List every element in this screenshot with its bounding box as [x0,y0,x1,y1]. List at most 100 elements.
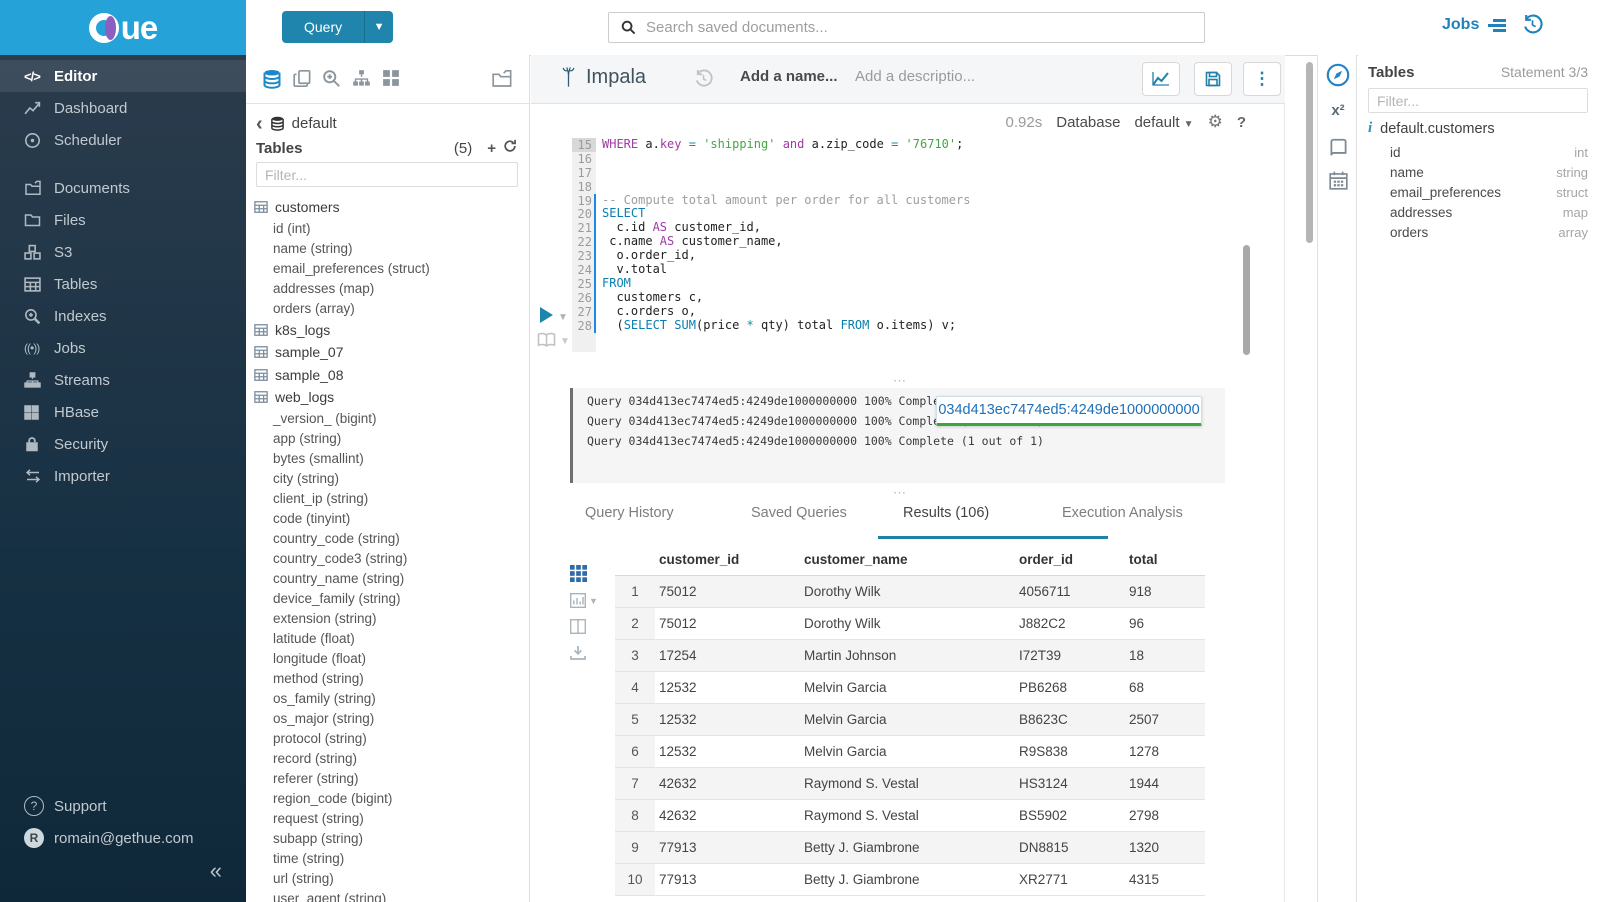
tree-column-item[interactable]: record (string) [246,749,530,769]
book-caret-icon[interactable]: ▼ [560,336,570,347]
tree-column-item[interactable]: city (string) [246,469,530,489]
table-row[interactable]: 977913Betty J. GiambroneDN88151320 [615,832,1205,864]
functions-icon[interactable]: x² [1318,102,1358,119]
sidebar-item-s3[interactable]: S3 [0,236,246,268]
tree-column-item[interactable]: subapp (string) [246,829,530,849]
database-selector[interactable]: default ▼ [1134,114,1193,131]
tree-column-item[interactable]: os_major (string) [246,709,530,729]
grid-view-icon[interactable] [570,565,600,582]
sidebar-item-documents[interactable]: Documents [0,172,246,204]
sitemap-toolbar-icon[interactable] [352,69,371,93]
table-row[interactable]: 175012Dorothy Wilk4056711918 [615,576,1205,608]
schedule-calendar-icon[interactable] [1318,171,1358,190]
editor-scrollbar[interactable] [1243,245,1250,355]
tree-column-item[interactable]: method (string) [246,669,530,689]
sidebar-item-files[interactable]: Files [0,204,246,236]
tree-column-item[interactable]: _version_ (bigint) [246,409,530,429]
table-row[interactable]: 512532Melvin GarciaB8623C2507 [615,704,1205,736]
tree-column-item[interactable]: country_code (string) [246,529,530,549]
sidebar-item-tables[interactable]: Tables [0,268,246,300]
table-row[interactable]: 317254Martin JohnsonI72T3918 [615,640,1205,672]
right-filter-input[interactable] [1368,88,1588,113]
tree-column-item[interactable]: bytes (smallint) [246,449,530,469]
folder-documents-icon[interactable] [492,69,513,94]
tree-column-item[interactable]: app (string) [246,429,530,449]
resize-handle-top[interactable]: ⋯ [893,373,908,389]
tree-table-item[interactable]: k8s_logs [246,319,530,342]
back-chevron-icon[interactable]: ‹ [256,117,263,131]
tree-column-item[interactable]: country_name (string) [246,569,530,589]
query-button-label[interactable]: Query [282,11,364,43]
column-header-total[interactable]: total [1125,543,1205,576]
right-column-item[interactable]: addressesmap [1390,202,1588,222]
columns-view-icon[interactable] [570,619,600,634]
right-column-item[interactable]: namestring [1390,162,1588,182]
new-query-button[interactable]: Query ▼ [282,11,393,43]
support-link[interactable]: ? Support [0,790,246,822]
user-menu[interactable]: R romain@gethue.com [0,822,246,854]
column-header-customer_name[interactable]: customer_name [800,543,1015,576]
tree-column-item[interactable]: referer (string) [246,769,530,789]
more-actions-button[interactable]: ⋮ [1243,62,1281,96]
tree-column-item[interactable]: addresses (map) [246,279,530,299]
table-filter-input[interactable] [256,162,518,187]
open-book-icon[interactable] [537,332,556,353]
tree-column-item[interactable]: latitude (float) [246,629,530,649]
query-history-icon[interactable] [1522,14,1543,40]
table-row[interactable]: 742632Raymond S. VestalHS31241944 [615,768,1205,800]
jobs-label[interactable]: Jobs [1442,16,1479,34]
language-reference-icon[interactable] [1318,138,1358,157]
apps-grid-icon[interactable] [382,69,400,92]
save-button[interactable] [1194,62,1232,96]
jobs-link[interactable]: Jobs [1442,16,1506,34]
documents-tab-icon[interactable] [293,69,312,93]
tree-column-item[interactable]: extension (string) [246,609,530,629]
tree-column-item[interactable]: country_code3 (string) [246,549,530,569]
column-header-customer_id[interactable]: customer_id [655,543,800,576]
tree-column-item[interactable]: time (string) [246,849,530,869]
tree-column-item[interactable]: request (string) [246,809,530,829]
sidebar-collapse-icon[interactable]: « [210,858,222,884]
table-row[interactable]: 612532Melvin GarciaR9S8381278 [615,736,1205,768]
table-row[interactable]: 275012Dorothy WilkJ882C296 [615,608,1205,640]
active-table-name[interactable]: default.customers [1380,121,1494,137]
tree-column-item[interactable]: code (tinyint) [246,509,530,529]
tree-table-item[interactable]: web_logs [246,386,530,409]
tab-saved-queries[interactable]: Saved Queries [751,505,847,521]
sidebar-item-indexes[interactable]: Indexes [0,300,246,332]
right-column-item[interactable]: idint [1390,142,1588,162]
sidebar-item-security[interactable]: Security [0,428,246,460]
sidebar-item-scheduler[interactable]: Scheduler [0,124,246,156]
resize-handle-bottom[interactable]: ⋯ [893,485,908,501]
chart-view-icon[interactable]: ▼ [570,593,600,608]
right-column-item[interactable]: email_preferencesstruct [1390,182,1588,202]
right-column-item[interactable]: ordersarray [1390,222,1588,242]
snippet-history-icon[interactable] [694,69,713,93]
tree-column-item[interactable]: os_family (string) [246,689,530,709]
tree-column-item[interactable]: device_family (string) [246,589,530,609]
database-name[interactable]: default [292,115,337,132]
tab-results-106-[interactable]: Results (106) [903,505,989,521]
settings-gear-icon[interactable]: ⚙ [1208,112,1223,132]
hue-logo[interactable]: ue [89,13,158,43]
sql-editor[interactable]: WHERE a.key = 'shipping' and a.zip_code … [602,138,970,332]
execute-button[interactable] [540,307,553,323]
zoom-search-icon[interactable] [322,69,341,93]
tree-column-item[interactable]: region_code (bigint) [246,789,530,809]
page-scrollbar[interactable] [1306,62,1313,243]
databases-icon[interactable] [262,69,282,94]
add-table-icon[interactable]: + [487,140,496,157]
query-id-popup[interactable]: 034d413ec7474ed5:4249de1000000000 [936,396,1202,426]
sidebar-item-jobs[interactable]: ((•))Jobs [0,332,246,364]
column-header-order_id[interactable]: order_id [1015,543,1125,576]
query-name-field[interactable]: Add a name... [740,68,838,85]
active-table-row[interactable]: i default.customers [1368,120,1495,137]
tree-column-item[interactable]: id (int) [246,219,530,239]
tree-column-item[interactable]: email_preferences (struct) [246,259,530,279]
tree-table-item[interactable]: sample_07 [246,341,530,364]
tab-query-history[interactable]: Query History [585,505,674,521]
query-dropdown-caret-icon[interactable]: ▼ [364,11,393,43]
sidebar-item-editor[interactable]: </>Editor [0,60,246,92]
sidebar-item-importer[interactable]: Importer [0,460,246,492]
help-icon[interactable]: ? [1237,114,1246,131]
